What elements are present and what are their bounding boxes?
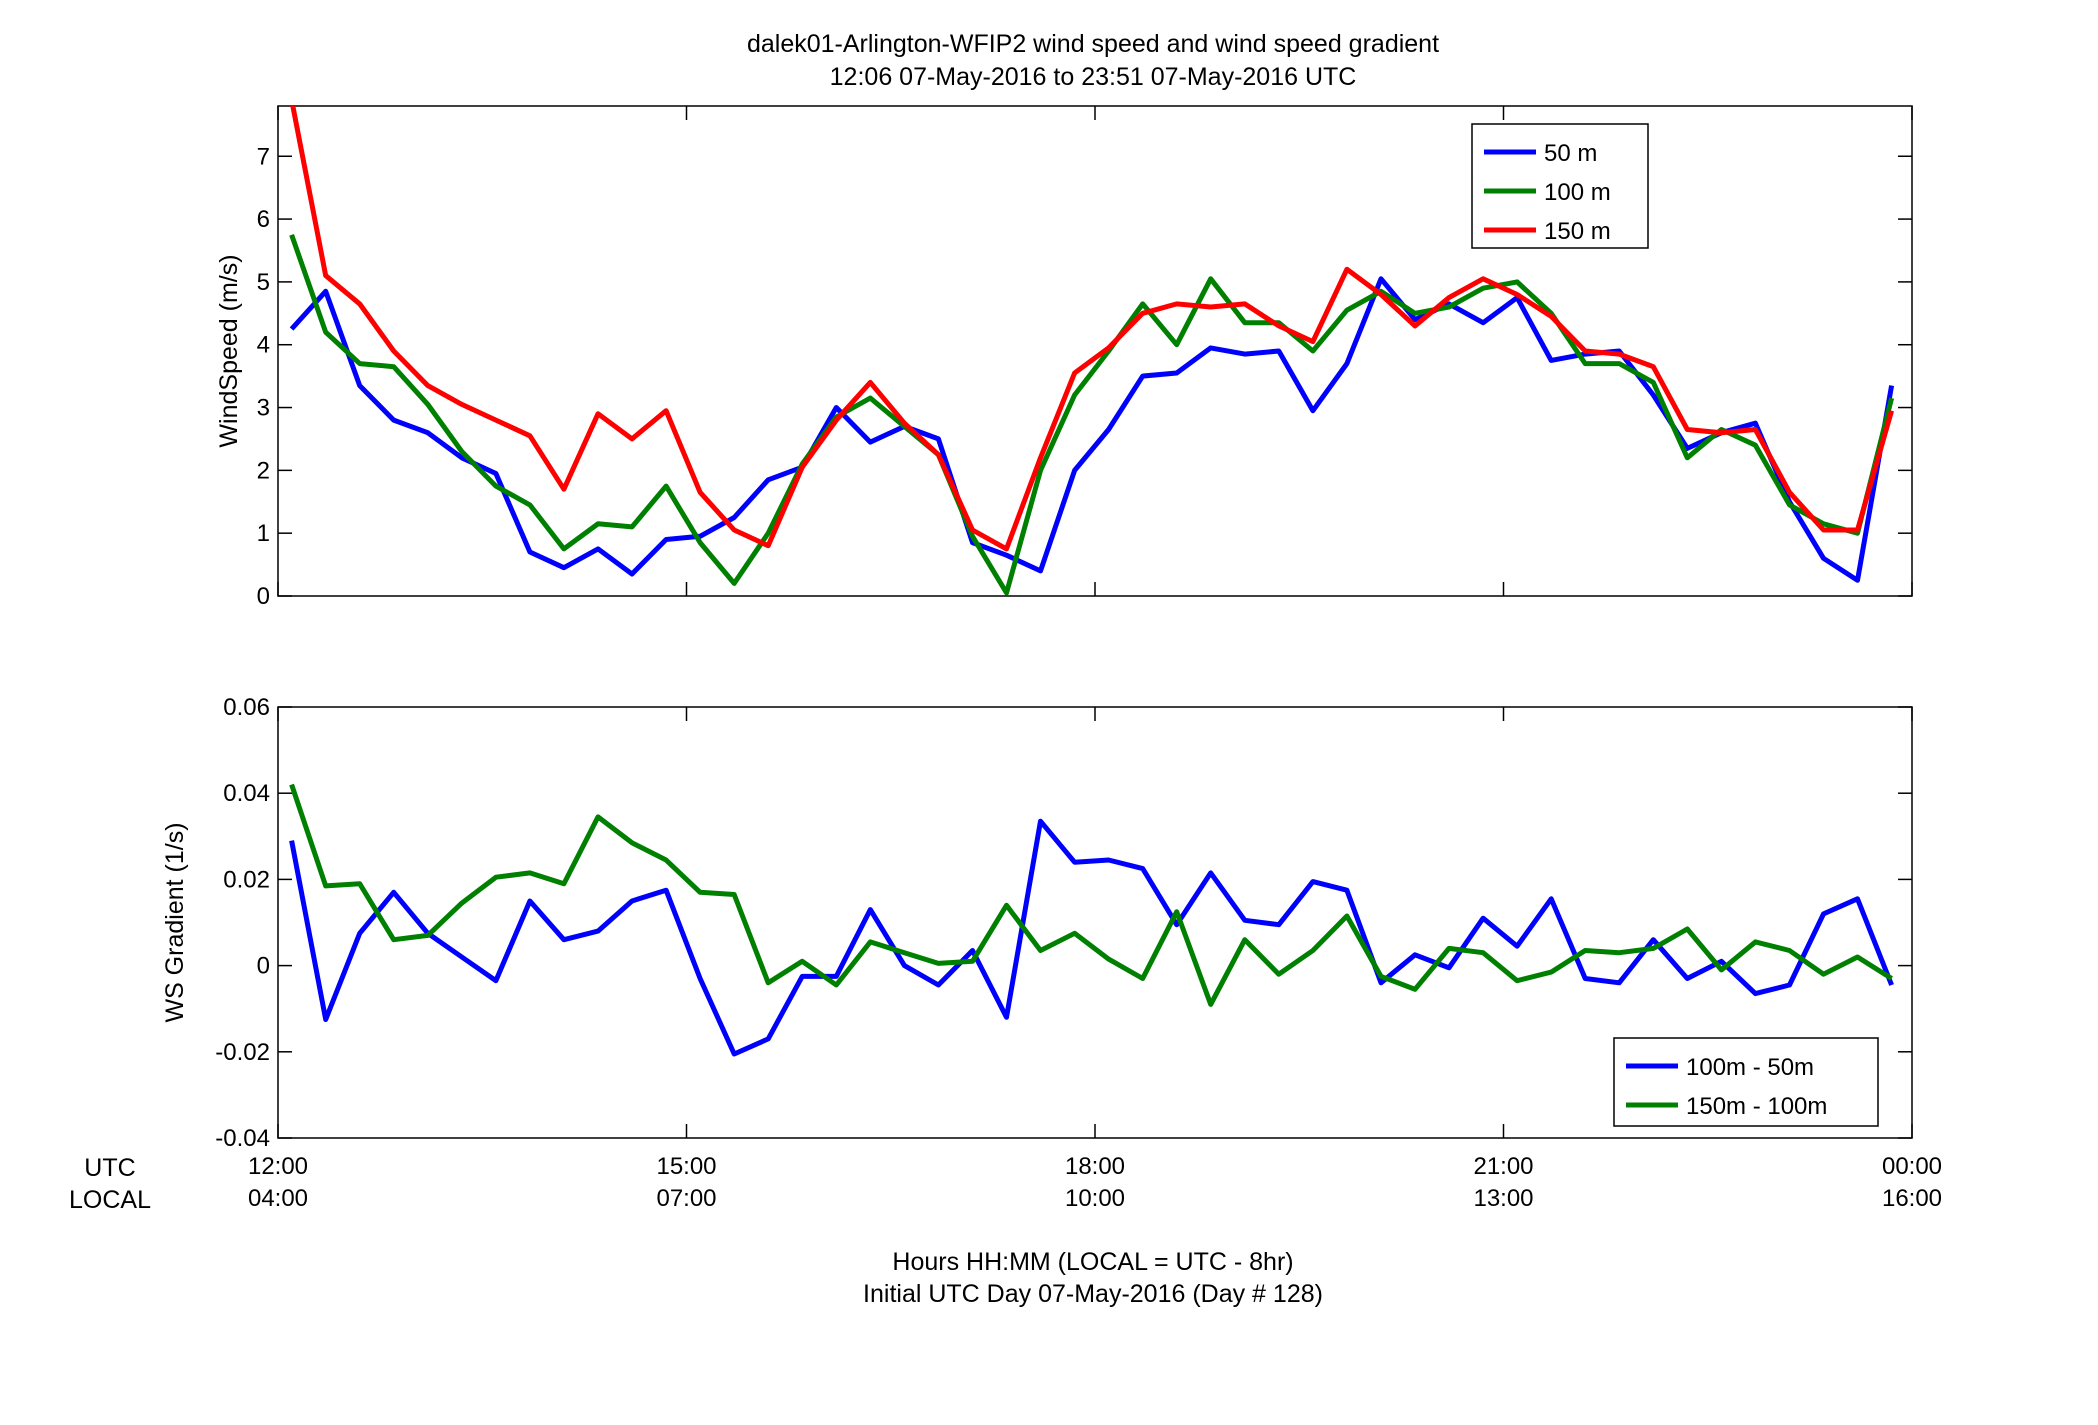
x-tick-label-local: 16:00 — [1882, 1185, 1942, 1212]
y-tick-label: 3 — [257, 395, 270, 422]
legend-entry: 50 m — [1544, 140, 1597, 167]
row-label-utc: UTC — [84, 1154, 135, 1182]
y-tick-label: 0 — [257, 953, 270, 980]
x-tick-label-utc: 21:00 — [1473, 1153, 1533, 1180]
y-tick-label: 0.04 — [223, 780, 270, 807]
y-tick-label: 5 — [257, 269, 270, 296]
legend-box — [1613, 1037, 1879, 1127]
figure-title-line2: 12:06 07-May-2016 to 23:51 07-May-2016 U… — [830, 63, 1357, 91]
row-label-local: LOCAL — [69, 1186, 151, 1214]
y-tick-label: -0.04 — [215, 1125, 270, 1152]
series-line-150-m — [290, 106, 1895, 552]
x-tick-label-utc: 15:00 — [656, 1153, 716, 1180]
figure-title-line1: dalek01-Arlington-WFIP2 wind speed and w… — [747, 30, 1439, 58]
y-tick-label: 7 — [257, 143, 270, 170]
y-axis-label: WS Gradient (1/s) — [161, 822, 189, 1022]
y-tick-label: 0.06 — [223, 694, 270, 721]
legend-entry: 100 m — [1544, 179, 1611, 206]
y-tick-label: 6 — [257, 206, 270, 233]
x-axis-time: 12:00 04:00 15:00 07:00 18:00 10:00 21:00 13:00… — [248, 1153, 1942, 1212]
y-tick-label: 0 — [257, 583, 270, 610]
series-line-150m-100m — [289, 783, 1893, 1007]
x-tick-label-local: 04:00 — [248, 1185, 308, 1212]
legend-entry: 150m - 100m — [1686, 1093, 1827, 1120]
y-tick-label: 4 — [257, 332, 270, 359]
wind-gradient-panel: -0.04 -0.02 0 0.02 0.04 0.06 WS Gradient (1/s)… — [161, 694, 1913, 1152]
x-tick-label-utc: 12:00 — [248, 1153, 308, 1180]
y-tick-label: 2 — [257, 457, 270, 484]
legend-box — [1471, 123, 1649, 249]
x-axis-label-line1: Hours HH:MM (LOCAL = UTC - 8hr) — [892, 1248, 1293, 1276]
wind-speed-panel: 0 1 2 3 4 5 6 7 WindSpeed (m/s) 50 m 100 m 150 m — [215, 105, 1913, 610]
x-axis-label-line2: Initial UTC Day 07-May-2016 (Day # 128) — [863, 1280, 1323, 1308]
series-line-100m-50m — [289, 818, 1894, 1057]
x-tick-label-utc: 00:00 — [1882, 1153, 1942, 1180]
x-tick-label-local: 07:00 — [656, 1185, 716, 1212]
y-axis-label: WindSpeed (m/s) — [215, 254, 243, 447]
series-line-50-m — [289, 276, 1895, 583]
y-tick-label: -0.02 — [215, 1039, 270, 1066]
x-tick-label-utc: 18:00 — [1065, 1153, 1125, 1180]
y-tick-label: 1 — [257, 520, 270, 547]
legend-entry: 150 m — [1544, 218, 1611, 245]
x-tick-label-local: 13:00 — [1473, 1185, 1533, 1212]
series-line-100-m — [289, 233, 1895, 596]
x-tick-label-local: 10:00 — [1065, 1185, 1125, 1212]
legend-entry: 100m - 50m — [1686, 1054, 1814, 1081]
plot-frame — [277, 105, 1913, 597]
y-tick-label: 0.02 — [223, 866, 270, 893]
